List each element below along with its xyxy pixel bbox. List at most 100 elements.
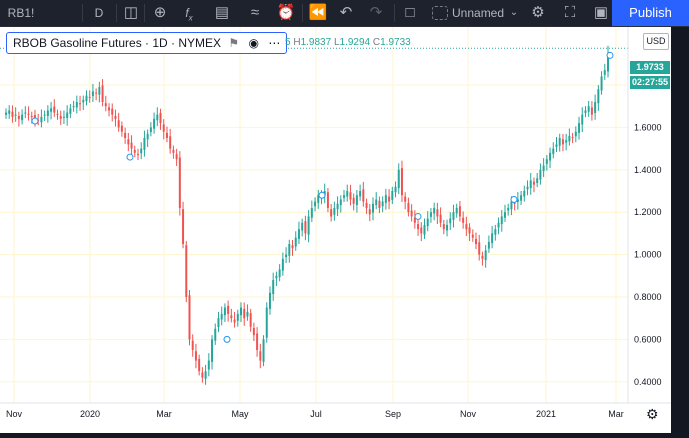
chart-type-icon[interactable]: ≈ [250, 4, 260, 21]
symbol-search[interactable]: RB1! [7, 6, 35, 20]
candle-body [95, 92, 98, 94]
candle [133, 145, 136, 158]
candle-body [558, 138, 561, 146]
candle-body [8, 110, 11, 114]
candle [555, 136, 558, 152]
candle-body [500, 216, 503, 225]
candle-body [523, 191, 526, 197]
candle-body [220, 313, 223, 320]
candle-body [442, 224, 445, 230]
candle-body [143, 138, 146, 150]
candle [507, 203, 510, 216]
candle-body [249, 313, 252, 327]
candle-body [27, 113, 30, 115]
rollover-marker [510, 195, 518, 203]
candle [98, 81, 101, 103]
candle-body [439, 214, 442, 223]
legend-more-icon[interactable]: ⋯ [268, 36, 281, 50]
candle-body [565, 140, 568, 143]
candle [88, 90, 91, 103]
candle-body [394, 186, 397, 193]
candle [607, 45, 609, 78]
redo-icon[interactable]: ↷ [369, 4, 383, 21]
candle [223, 303, 226, 323]
camera-icon[interactable]: ▣ [593, 4, 609, 21]
candle [265, 302, 268, 343]
candle-body [571, 137, 574, 139]
currency-button[interactable]: USD [643, 33, 669, 50]
price-tick-label: 0.4000 [634, 377, 662, 387]
candle [50, 101, 53, 120]
candle [82, 95, 85, 111]
candle-body [285, 254, 288, 258]
candle-body [491, 233, 494, 244]
alert-icon[interactable]: ⏰ [276, 4, 296, 21]
legend-flag-icon[interactable]: ⚑ [228, 36, 240, 50]
layout-icon[interactable]: □ [405, 4, 415, 21]
candle [491, 225, 494, 249]
candle [249, 308, 252, 332]
fx-icon[interactable]: fx [185, 6, 193, 23]
candle-body [536, 178, 539, 183]
candle-body [79, 103, 82, 105]
candle-body [484, 250, 487, 261]
candle-body [507, 207, 510, 211]
candle-body [574, 131, 577, 137]
legend-eye-icon[interactable]: ◉ [248, 36, 259, 50]
chevron-down-icon[interactable]: ⌄ [509, 7, 519, 18]
candle [333, 201, 336, 221]
candle-body [497, 222, 500, 228]
candle [217, 311, 220, 333]
candle-body [111, 108, 114, 115]
compare-icon[interactable]: ▤ [214, 4, 230, 21]
undo-icon[interactable]: ↶ [339, 4, 353, 21]
candle-body [156, 114, 159, 121]
candle [307, 210, 310, 243]
candle [352, 193, 355, 211]
candle [526, 180, 529, 196]
candle [240, 302, 243, 323]
candle-body [555, 144, 558, 147]
last-price-badge: 1.9733 [630, 61, 670, 74]
candle-body [56, 113, 59, 115]
ohlc-open-tail: 5 [285, 37, 291, 48]
candle [365, 198, 368, 214]
candle-body [413, 217, 416, 223]
candle [104, 95, 107, 112]
price-chart[interactable]: 1.80001.60001.40001.20001.00000.80000.60… [0, 27, 689, 433]
candle [587, 100, 590, 117]
candle-body [597, 89, 600, 104]
candle [391, 186, 394, 205]
candle [130, 135, 133, 157]
candle [236, 309, 239, 327]
candle [404, 192, 407, 210]
countdown-badge: 02:27:55 [630, 76, 670, 89]
chart-settings-icon[interactable]: ⚙ [646, 406, 659, 422]
candle-body [539, 169, 542, 180]
candle [143, 130, 146, 157]
replay-icon[interactable]: ⏪ [308, 4, 328, 21]
candles-icon[interactable]: ◫ [123, 4, 139, 21]
candle-body [529, 180, 532, 189]
time-tick-label: Nov [6, 409, 23, 419]
symbol-legend[interactable]: RBOB Gasoline Futures · 1D · NYMEX ⚑ ◉ ⋯ [6, 32, 288, 54]
add-indicator-icon[interactable]: ⊕ [153, 4, 167, 21]
candle [584, 106, 587, 118]
layout-name[interactable]: Unnamed [452, 6, 505, 20]
candle-body [159, 112, 162, 124]
candle [14, 107, 17, 122]
fullscreen-icon[interactable]: ⛶ [564, 4, 576, 21]
interval-button[interactable]: D [94, 6, 104, 20]
candle [371, 197, 374, 221]
toolbar-divider [82, 4, 83, 22]
chart-area[interactable]: 1.80001.60001.40001.20001.00000.80000.60… [0, 27, 689, 433]
publish-button[interactable]: Publish [612, 0, 689, 26]
candle [11, 105, 14, 123]
ohlc-low-key: L [333, 37, 340, 48]
candle [455, 203, 458, 218]
candle [375, 192, 378, 210]
ohlc-close-key: C [372, 37, 381, 48]
settings-icon[interactable]: ⚙ [531, 4, 545, 21]
candle [252, 322, 255, 342]
candle-body [204, 371, 207, 379]
